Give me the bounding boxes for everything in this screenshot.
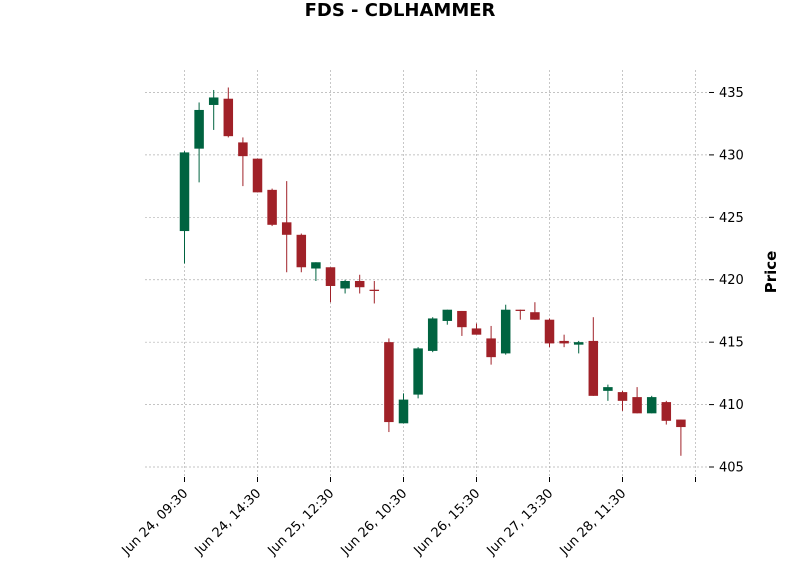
candle-body-up xyxy=(442,309,453,321)
body-layer xyxy=(179,97,686,428)
candle-body-down xyxy=(530,312,540,320)
candle-body-down xyxy=(588,340,599,396)
candle-body-up xyxy=(573,342,584,345)
y-tick-label: 430 xyxy=(719,148,744,163)
candle-body-down xyxy=(296,234,307,268)
x-axis: Jun 24, 09:30 Jun 24, 14:30 Jun 25, 12:30 J… xyxy=(119,477,696,559)
wick-layer xyxy=(184,87,682,456)
y-axis: 405 410 415 420 425 430 435 xyxy=(709,86,744,476)
y-tick-label: 415 xyxy=(719,336,744,351)
y-axis-label: Price xyxy=(762,251,780,294)
candle-body-down xyxy=(676,419,686,428)
candle-body-down xyxy=(238,142,248,157)
candle-body-down xyxy=(267,189,277,225)
candle-body-down xyxy=(457,310,467,328)
y-tick-label: 410 xyxy=(719,398,744,413)
candle-body-down xyxy=(384,342,394,423)
x-tick-label: Jun 26, 15:30 xyxy=(411,486,484,559)
chart-title: FDS - CDLHAMMER xyxy=(304,0,496,21)
candle-body-down xyxy=(486,338,496,358)
y-tick-label: 420 xyxy=(719,273,744,288)
candle-body-up xyxy=(500,309,511,354)
candle-body-up xyxy=(413,348,423,395)
candle-body-up xyxy=(208,97,219,105)
candle-body-down xyxy=(369,289,380,291)
candle-body-down xyxy=(559,340,569,344)
candle-body-down xyxy=(617,392,628,401)
x-tick-label: Jun 27, 13:30 xyxy=(484,486,557,559)
candle-body-down xyxy=(354,280,365,288)
candle-body-up xyxy=(646,397,657,414)
candle-body-down xyxy=(281,222,292,235)
y-tick-label: 435 xyxy=(719,86,744,101)
candle-body-up xyxy=(179,152,190,232)
candle-body-down xyxy=(632,397,642,414)
x-tick-label: Jun 26, 10:30 xyxy=(338,486,411,559)
y-tick-label: 405 xyxy=(719,461,744,476)
candle-body-down xyxy=(471,328,482,335)
candle-body-up xyxy=(398,399,409,424)
candle-body-down xyxy=(223,98,234,137)
candle-body-down xyxy=(515,309,526,311)
candle-body-down xyxy=(544,319,555,344)
candle-body-down xyxy=(252,158,263,193)
candle-body-up xyxy=(311,262,321,269)
candle-body-up xyxy=(340,280,350,289)
candle-body-down xyxy=(325,267,336,286)
candle-body-up xyxy=(427,318,438,351)
candle-body-down xyxy=(661,402,672,421)
x-tick-label: Jun 28, 11:30 xyxy=(557,486,630,559)
candle-body-up xyxy=(194,109,204,149)
x-tick-label: Jun 24, 09:30 xyxy=(119,486,192,559)
x-tick-label: Jun 25, 12:30 xyxy=(265,486,338,559)
candle-body-up xyxy=(603,387,613,391)
y-tick-label: 425 xyxy=(719,211,744,226)
x-tick-label: Jun 24, 14:30 xyxy=(192,486,265,559)
